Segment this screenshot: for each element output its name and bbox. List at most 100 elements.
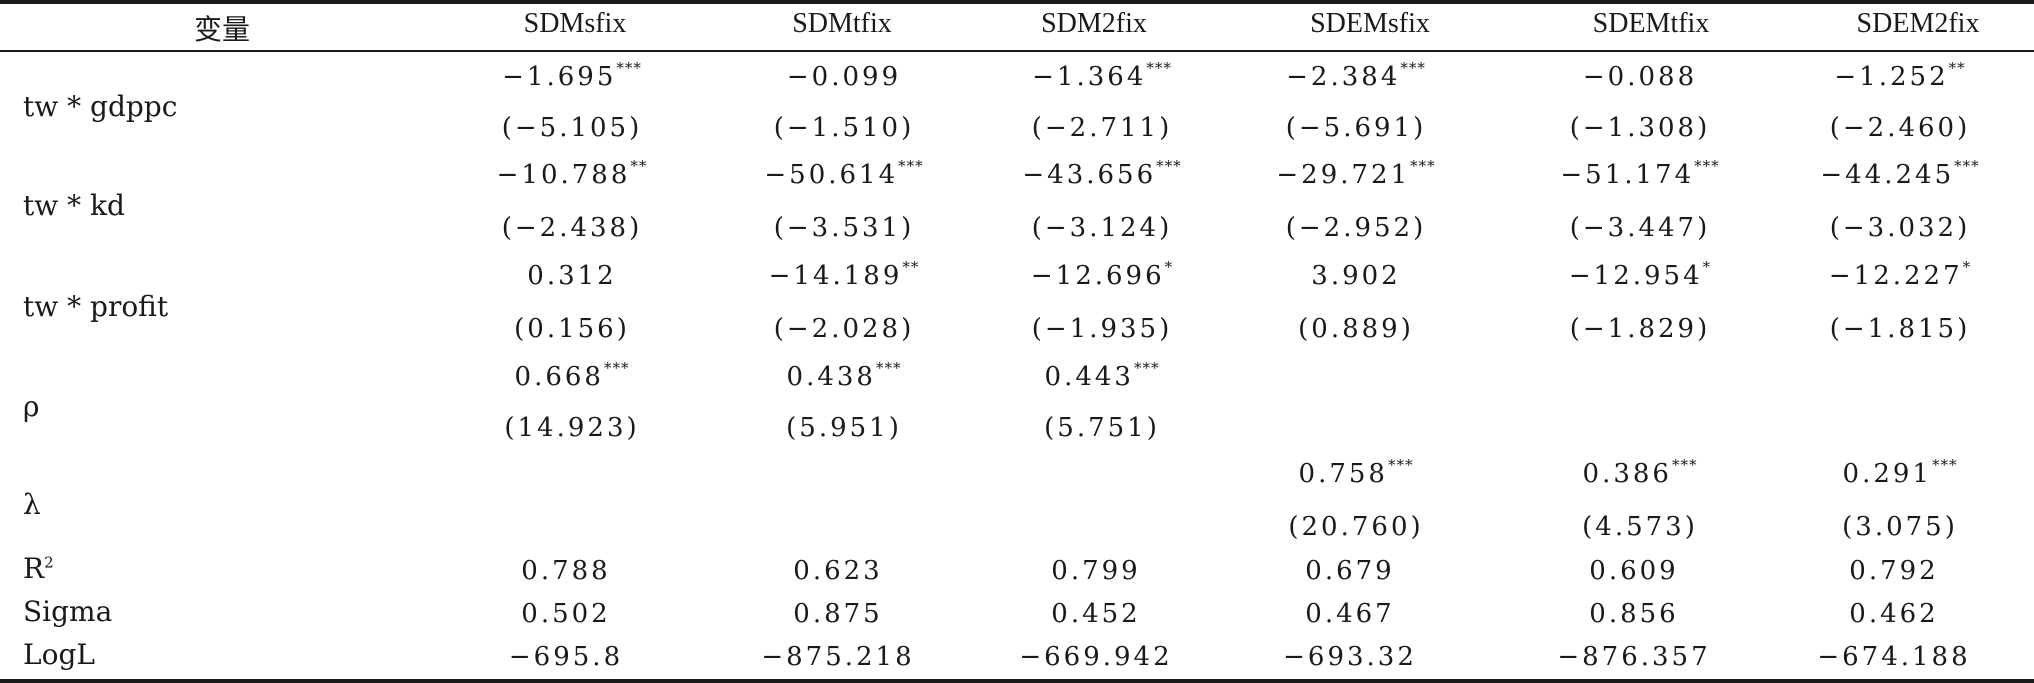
significance-stars: *** [898, 157, 924, 176]
coefficient-value: 3.902 [1311, 261, 1401, 291]
coefficient-value: 0.386 [1582, 459, 1672, 489]
coefficient-cell: −1.252** [1834, 59, 1966, 92]
significance-stars: ** [1948, 59, 1966, 78]
coefficient-value: −29.721 [1276, 160, 1411, 190]
stat-label: LogL [23, 638, 95, 671]
stat-value-cell: 0.788 [521, 556, 611, 586]
significance-stars: * [1962, 258, 1972, 277]
stat-value-cell: 0.452 [1051, 599, 1141, 629]
significance-stars: *** [1387, 456, 1414, 475]
t-statistic-cell: (−3.032) [1829, 213, 1971, 243]
coefficient-cell: −43.656*** [1022, 157, 1182, 190]
header-column-sdemtfix: SDEMtfix [1592, 8, 1710, 39]
coefficient-cell: 0.443*** [1045, 359, 1160, 392]
coefficient-value: −1.252 [1834, 62, 1949, 92]
coefficient-value: 0.758 [1298, 459, 1388, 489]
stat-label-superscript: 2 [44, 553, 54, 572]
stat-value-cell: 0.609 [1589, 556, 1679, 586]
coefficient-cell: −12.954* [1568, 258, 1712, 291]
header-variable-label: 变量 [193, 15, 251, 46]
coefficient-value: −0.088 [1582, 62, 1698, 92]
stat-value-cell: 0.799 [1051, 556, 1141, 586]
stat-label-text: Sigma [23, 595, 113, 628]
coefficient-value: −2.384 [1286, 62, 1401, 92]
t-statistic-cell: (4.573) [1582, 512, 1698, 542]
t-statistic-cell: (14.923) [504, 413, 640, 443]
stat-value-cell: −669.942 [1019, 642, 1173, 672]
significance-stars: *** [875, 359, 902, 378]
t-statistic-cell: (−1.815) [1829, 314, 1971, 344]
significance-stars: *** [1931, 456, 1958, 475]
coefficient-cell: −44.245*** [1820, 157, 1980, 190]
coefficient-cell: −0.099 [787, 62, 901, 92]
significance-stars: * [1702, 258, 1712, 277]
row-label: ρ [23, 389, 40, 423]
row-label: tw * profit [23, 289, 169, 323]
stat-value-cell: 0.467 [1305, 599, 1395, 629]
t-statistic-cell: (5.751) [1044, 413, 1160, 443]
stat-value-cell: 0.502 [521, 599, 611, 629]
significance-stars: *** [1671, 456, 1698, 475]
t-statistic-cell: (−1.308) [1569, 113, 1711, 143]
coefficient-value: −43.656 [1022, 160, 1157, 190]
stat-value-cell: −876.357 [1557, 642, 1711, 672]
table-bottom-rule [0, 679, 2034, 683]
significance-stars: *** [1156, 157, 1182, 176]
significance-stars: * [1164, 258, 1174, 277]
header-column-sdmtfix: SDMtfix [792, 8, 892, 39]
coefficient-value: −12.954 [1568, 261, 1703, 291]
stat-value-cell: 0.462 [1849, 599, 1939, 629]
table-top-rule [0, 0, 2034, 4]
stat-value-cell: −695.8 [508, 642, 624, 672]
significance-stars: *** [1133, 359, 1160, 378]
coefficient-cell: −2.384*** [1286, 59, 1426, 92]
header-column-sdmsfix: SDMsfix [523, 8, 627, 39]
t-statistic-cell: (5.951) [786, 413, 902, 443]
coefficient-value: −50.614 [764, 160, 899, 190]
t-statistic-cell: (−1.510) [773, 113, 915, 143]
header-column-sdemsfix: SDEMsfix [1310, 8, 1430, 39]
coefficient-value: −12.227 [1828, 261, 1963, 291]
stat-label: R2 [23, 552, 54, 585]
coefficient-value: −1.364 [1032, 62, 1147, 92]
significance-stars: ** [902, 258, 920, 277]
t-statistic-cell: (−3.447) [1569, 213, 1711, 243]
stat-value-cell: −674.188 [1817, 642, 1971, 672]
significance-stars: *** [1954, 157, 1980, 176]
coefficient-value: −51.174 [1560, 160, 1695, 190]
t-statistic-cell: (−1.829) [1569, 314, 1711, 344]
stat-value-cell: 0.856 [1589, 599, 1679, 629]
significance-stars: ** [630, 157, 648, 176]
t-statistic-cell: (−2.711) [1031, 113, 1173, 143]
coefficient-value: −0.099 [786, 62, 902, 92]
t-statistic-cell: (0.889) [1298, 314, 1414, 344]
t-statistic-cell: (−2.460) [1829, 113, 1971, 143]
coefficient-value: 0.438 [786, 362, 876, 392]
coefficient-cell: 0.291*** [1843, 456, 1958, 489]
coefficient-value: −14.189 [768, 261, 903, 291]
stat-label-text: R [23, 552, 45, 585]
stat-label: Sigma [23, 595, 112, 628]
coefficient-cell: 0.386*** [1582, 456, 1698, 489]
stat-value-cell: 0.623 [793, 556, 883, 586]
header-column-sdm2fix: SDM2fix [1041, 8, 1147, 39]
significance-stars: *** [1410, 157, 1436, 176]
significance-stars: *** [1146, 59, 1172, 78]
coefficient-value: 0.668 [514, 362, 604, 392]
coefficient-cell: 0.312 [527, 261, 616, 291]
t-statistic-cell: (0.156) [514, 314, 630, 344]
t-statistic-cell: (−3.124) [1031, 213, 1173, 243]
stat-value-cell: 0.679 [1305, 556, 1395, 586]
coefficient-cell: −1.364*** [1032, 59, 1172, 92]
significance-stars: *** [1400, 59, 1426, 78]
coefficient-cell: −12.696* [1031, 258, 1174, 291]
coefficient-value: −44.245 [1820, 160, 1955, 190]
coefficient-cell: −1.695*** [502, 61, 642, 92]
coefficient-cell: −51.174*** [1560, 159, 1719, 190]
significance-stars: *** [603, 359, 630, 378]
coefficient-cell: 3.902 [1311, 261, 1400, 291]
coefficient-cell: −12.227* [1828, 258, 1972, 291]
t-statistic-cell: (3.075) [1842, 512, 1958, 542]
coefficient-value: 0.312 [527, 261, 617, 291]
coefficient-value: −10.788 [496, 160, 631, 190]
